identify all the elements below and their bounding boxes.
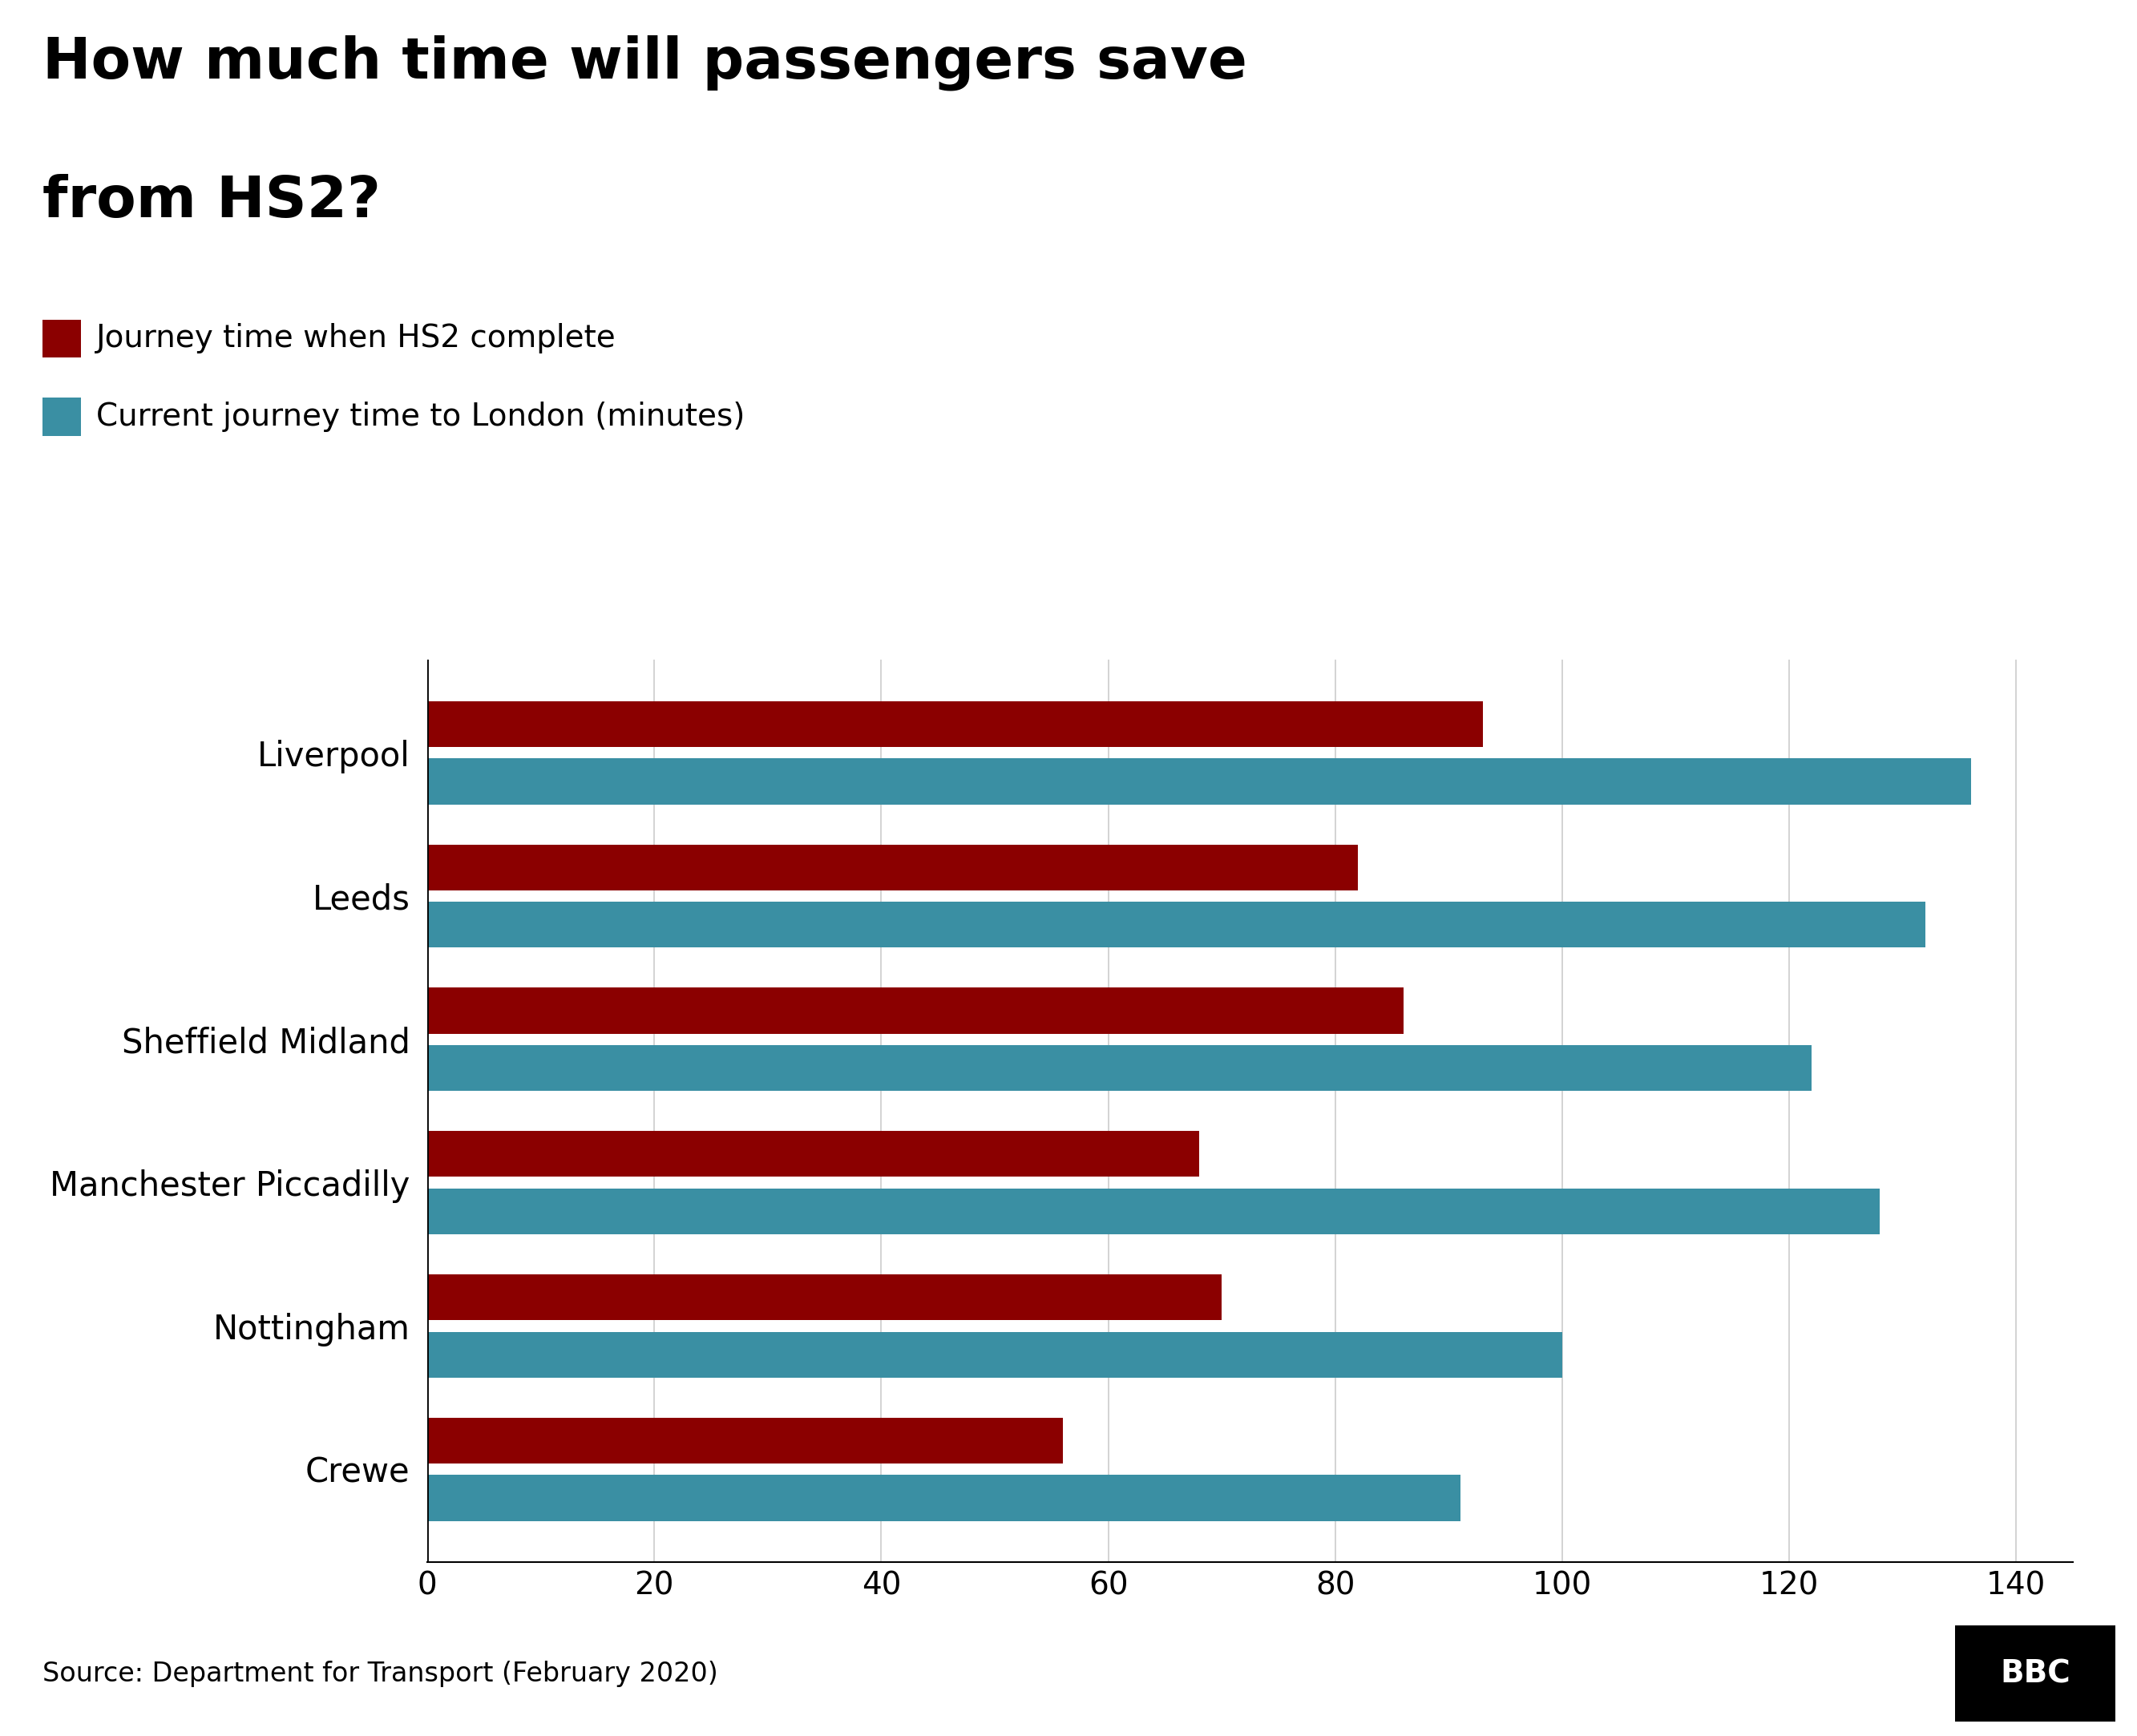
Text: Journey time when HS2 complete: Journey time when HS2 complete <box>96 323 615 354</box>
Bar <box>427 1418 1062 1463</box>
Text: Current journey time to London (minutes): Current journey time to London (minutes) <box>96 401 746 432</box>
Bar <box>427 701 1483 746</box>
Bar <box>427 1132 1199 1177</box>
Bar <box>427 988 1404 1033</box>
Bar <box>427 1476 1460 1521</box>
Text: How much time will passengers save: How much time will passengers save <box>43 35 1248 90</box>
Bar <box>427 1045 1812 1090</box>
Bar <box>427 844 1357 891</box>
Bar <box>427 901 1925 948</box>
Bar <box>427 1274 1222 1321</box>
Bar <box>427 1189 1881 1234</box>
Text: Source: Department for Transport (February 2020): Source: Department for Transport (Februa… <box>43 1660 718 1687</box>
Text: from HS2?: from HS2? <box>43 174 380 229</box>
Bar <box>427 1332 1562 1378</box>
Bar <box>427 759 1970 804</box>
Text: BBC: BBC <box>2000 1658 2071 1689</box>
